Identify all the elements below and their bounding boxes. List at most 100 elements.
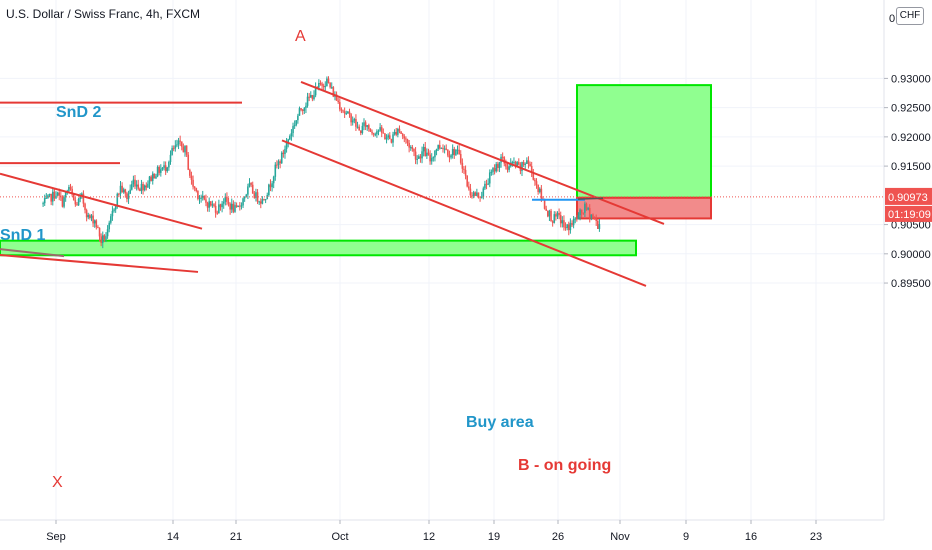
candle-body xyxy=(442,147,444,149)
candle-body xyxy=(595,219,597,221)
candle-body xyxy=(126,193,128,200)
candle-body xyxy=(458,149,460,155)
candle-body xyxy=(450,155,452,158)
candle-body xyxy=(582,212,585,214)
candle-body xyxy=(242,198,244,206)
candle-body xyxy=(390,139,393,143)
candle-body xyxy=(72,194,75,201)
candle-body xyxy=(527,160,530,164)
candle-body xyxy=(348,111,351,115)
candle-body xyxy=(559,215,562,224)
symbol-title[interactable]: U.S. Dollar / Swiss Franc, 4h, FXCM xyxy=(6,7,201,21)
candle-body xyxy=(588,208,591,218)
candle-body xyxy=(229,203,231,210)
candle-body xyxy=(347,111,349,114)
candle-body xyxy=(538,188,541,192)
y-tick-label: 0.89500 xyxy=(891,278,931,290)
candle-body xyxy=(508,166,510,170)
candle-body xyxy=(55,195,57,199)
currency-badge[interactable]: CHF xyxy=(896,7,924,25)
candle-body xyxy=(440,147,443,149)
candle-body xyxy=(332,87,335,97)
candle-body xyxy=(305,105,307,108)
candle-body xyxy=(290,133,293,137)
candle-body xyxy=(118,193,120,195)
candle-body xyxy=(377,130,380,132)
countdown-label: 01:19:09 xyxy=(888,209,931,221)
candle-body xyxy=(161,167,164,170)
point-b-label: B - on going xyxy=(518,457,611,474)
candle-body xyxy=(189,169,191,176)
candle-body xyxy=(372,133,375,135)
candle-body xyxy=(195,188,198,191)
candle-body xyxy=(374,134,377,136)
last-price-tag xyxy=(885,187,932,205)
candle-body xyxy=(271,183,273,188)
candle-body xyxy=(469,188,472,196)
candle-body xyxy=(593,217,596,220)
candle-body xyxy=(477,192,480,197)
candle-body xyxy=(327,78,330,83)
candle-body xyxy=(501,156,504,158)
candle-body xyxy=(92,215,94,224)
candle-body xyxy=(261,199,264,204)
candle-body xyxy=(443,148,446,150)
candle-body xyxy=(292,126,294,134)
candle-body xyxy=(108,222,111,230)
candle-body xyxy=(337,100,339,103)
candle-body xyxy=(597,220,599,229)
candle-body xyxy=(551,221,554,223)
candle-body xyxy=(121,185,123,193)
x-tick-label: 26 xyxy=(552,531,564,543)
candle-body xyxy=(493,168,496,172)
candle-body xyxy=(100,236,102,244)
candle-body xyxy=(413,149,415,152)
candle-body xyxy=(90,215,93,219)
candle-body xyxy=(368,125,370,129)
candle-body xyxy=(358,126,360,131)
candle-body xyxy=(71,188,73,195)
candle-body xyxy=(103,235,106,240)
candle-body xyxy=(561,220,564,224)
candle-body xyxy=(247,186,249,195)
candle-body xyxy=(456,149,459,151)
candle-body xyxy=(106,229,109,237)
candle-body xyxy=(366,125,369,127)
candle-body xyxy=(298,108,301,116)
candle-body xyxy=(476,192,478,196)
candle-body xyxy=(164,165,167,172)
candle-body xyxy=(153,173,156,179)
last-price-label: 0.90973 xyxy=(888,192,928,204)
candle-body xyxy=(547,210,549,217)
candle-body xyxy=(574,218,577,220)
candle-body xyxy=(255,192,257,198)
candle-body xyxy=(269,184,272,188)
candle-body xyxy=(532,172,535,180)
candle-body xyxy=(311,95,314,100)
candle-body xyxy=(158,166,160,173)
candle-body xyxy=(485,183,488,185)
candle-body xyxy=(430,158,433,162)
candle-body xyxy=(585,203,588,210)
candle-body xyxy=(185,145,188,155)
candle-body xyxy=(435,149,438,152)
candle-body xyxy=(371,131,373,134)
candle-body xyxy=(105,236,107,240)
x-tick-label: Sep xyxy=(46,531,66,543)
candle-body xyxy=(176,144,178,146)
candle-body xyxy=(151,173,154,182)
candle-body xyxy=(313,95,315,100)
candle-body xyxy=(253,193,256,198)
candle-body xyxy=(243,196,246,199)
x-tick-label: 23 xyxy=(810,531,822,543)
channel-lower-line xyxy=(281,139,647,287)
candle-body xyxy=(219,204,222,208)
candle-body xyxy=(180,141,183,147)
candle-body xyxy=(285,142,288,150)
candle-body xyxy=(529,163,531,166)
candle-body xyxy=(174,145,177,149)
candle-body xyxy=(79,196,81,199)
candle-body xyxy=(474,192,477,196)
candle-body xyxy=(405,138,407,140)
